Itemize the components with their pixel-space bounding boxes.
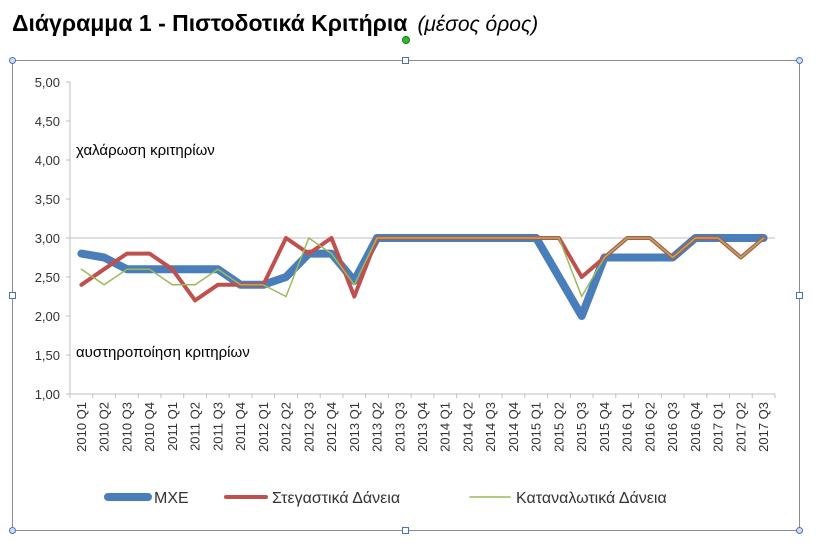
x-tick-label: 2012 Q3	[301, 402, 316, 452]
x-tick-label: 2017 Q1	[711, 402, 726, 452]
x-tick-label: 2016 Q2	[642, 402, 657, 452]
annotation-upper: χαλάρωση κριτηρίων	[76, 142, 215, 159]
x-tick-label: 2010 Q3	[119, 402, 134, 452]
y-tick-label: 3,50	[35, 192, 60, 207]
rotation-handle[interactable]	[402, 36, 410, 44]
legend-label-2: Στεγαστικά Δάνεια	[272, 490, 400, 507]
x-tick-label: 2017 Q3	[756, 402, 771, 452]
x-tick-label: 2012 Q1	[256, 402, 271, 452]
chart-title: Διάγραμμα 1 - Πιστοδοτικά Κριτήρια	[12, 10, 408, 36]
y-tick-label: 1,50	[35, 348, 60, 363]
x-tick-label: 2015 Q3	[574, 402, 589, 452]
resize-handle-top-left[interactable]	[9, 57, 16, 64]
title-row: Διάγραμμα 1 - Πιστοδοτικά Κριτήρια (μέσος…	[12, 10, 538, 44]
x-tick-label: 2014 Q2	[460, 402, 475, 452]
x-tick-label: 2011 Q3	[210, 402, 225, 451]
annotation-lower: αυστηροποίηση κριτηρίων	[76, 344, 250, 361]
x-tick-label: 2016 Q4	[688, 402, 703, 452]
y-tick-label: 4,50	[35, 114, 60, 129]
y-tick-label: 1,00	[35, 387, 60, 402]
x-tick-label: 2013 Q2	[370, 402, 385, 452]
x-tick-label: 2017 Q2	[733, 402, 748, 452]
resize-handle-left[interactable]	[9, 292, 16, 299]
x-tick-label: 2011 Q1	[165, 402, 180, 451]
y-tick-label: 2,00	[35, 309, 60, 324]
legend-label-3: Καταναλωτικά Δάνεια	[516, 490, 667, 507]
x-tick-label: 2013 Q3	[392, 402, 407, 452]
x-tick-label: 2011 Q2	[188, 402, 203, 451]
x-tick-label: 2015 Q1	[529, 402, 544, 452]
x-tick-label: 2016 Q1	[620, 402, 635, 452]
x-tick-label: 2010 Q4	[142, 402, 157, 452]
y-tick-label: 3,00	[35, 231, 60, 246]
y-tick-label: 2,50	[35, 270, 60, 285]
y-tick-label: 5,00	[35, 75, 60, 90]
series-line-3	[80, 237, 765, 298]
legend-label-1: ΜΧΕ	[154, 490, 189, 507]
x-tick-label: 2014 Q1	[438, 402, 453, 452]
resize-handle-bottom-right[interactable]	[796, 527, 803, 534]
x-tick-label: 2011 Q4	[233, 402, 248, 451]
resize-handle-bottom[interactable]	[402, 527, 409, 534]
x-tick-label: 2015 Q2	[551, 402, 566, 452]
x-tick-label: 2014 Q4	[506, 402, 521, 452]
chart-subtitle: (μέσος όρος)	[417, 13, 539, 36]
y-tick-label: 4,00	[35, 153, 60, 168]
x-tick-label: 2010 Q2	[97, 402, 112, 452]
resize-handle-right[interactable]	[796, 292, 803, 299]
x-tick-label: 2010 Q1	[74, 402, 89, 452]
resize-handle-top-right[interactable]	[796, 57, 803, 64]
x-tick-label: 2013 Q1	[347, 402, 362, 452]
x-tick-label: 2012 Q2	[279, 402, 294, 452]
x-tick-label: 2013 Q4	[415, 402, 430, 452]
x-tick-label: 2014 Q3	[483, 402, 498, 452]
x-tick-label: 2012 Q4	[324, 402, 339, 452]
resize-handle-bottom-left[interactable]	[9, 527, 16, 534]
x-tick-label: 2015 Q4	[597, 402, 612, 452]
x-tick-label: 2016 Q3	[665, 402, 680, 452]
resize-handle-top[interactable]	[402, 57, 409, 64]
